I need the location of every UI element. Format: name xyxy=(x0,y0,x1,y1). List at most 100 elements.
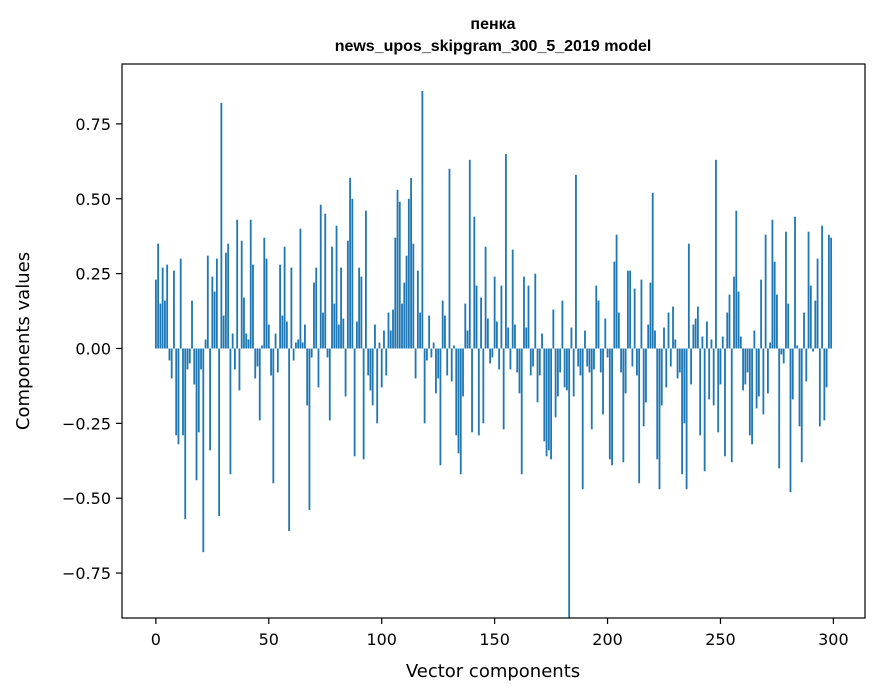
bar-280 xyxy=(787,303,790,349)
bar-205 xyxy=(617,312,620,349)
bar-213 xyxy=(636,348,638,376)
bar-187 xyxy=(577,348,580,367)
bar-136 xyxy=(462,348,464,397)
y-tick-label: −0.50 xyxy=(62,489,111,508)
bar-63 xyxy=(297,339,300,349)
bar-114 xyxy=(412,243,415,349)
bar-20 xyxy=(200,348,202,370)
bar-234 xyxy=(683,348,686,424)
bar-55 xyxy=(279,264,281,349)
bar-223 xyxy=(658,348,661,490)
bar-143 xyxy=(477,348,480,436)
bar-266 xyxy=(755,348,758,409)
bar-49 xyxy=(265,258,268,349)
bar-7 xyxy=(170,348,173,379)
bar-159 xyxy=(514,324,516,349)
bar-281 xyxy=(789,348,792,493)
bar-162 xyxy=(520,348,523,475)
bar-18 xyxy=(195,348,198,481)
bar-167 xyxy=(532,348,534,367)
bar-36 xyxy=(236,219,239,349)
bar-154 xyxy=(502,348,505,430)
bar-86 xyxy=(349,177,351,349)
y-tick-label: 0.75 xyxy=(75,115,111,134)
bar-197 xyxy=(599,348,602,373)
bar-144 xyxy=(480,297,482,349)
bar-169 xyxy=(536,348,539,403)
bar-57 xyxy=(283,246,286,349)
bar-series xyxy=(154,90,833,618)
bar-235 xyxy=(685,348,688,490)
bar-240 xyxy=(696,306,699,349)
bar-83 xyxy=(342,318,345,349)
bar-48 xyxy=(263,237,266,349)
bar-249 xyxy=(717,348,720,433)
bar-2 xyxy=(159,303,162,349)
bar-133 xyxy=(455,348,458,436)
bar-66 xyxy=(304,324,306,349)
x-tick-label: 150 xyxy=(479,630,510,649)
bar-180 xyxy=(561,300,564,349)
bar-190 xyxy=(584,330,586,349)
bar-155 xyxy=(505,153,507,349)
bar-45 xyxy=(256,348,259,367)
bar-122 xyxy=(430,348,433,358)
bar-81 xyxy=(337,324,340,349)
bar-58 xyxy=(285,321,288,349)
bar-185 xyxy=(572,348,575,397)
bar-282 xyxy=(791,348,794,400)
bar-257 xyxy=(735,210,738,349)
bar-184 xyxy=(570,327,573,349)
bar-89 xyxy=(355,321,358,349)
bar-40 xyxy=(245,333,248,349)
bar-196 xyxy=(597,300,600,349)
bar-202 xyxy=(611,348,613,466)
bar-285 xyxy=(798,348,801,427)
bar-272 xyxy=(769,342,772,349)
bar-59 xyxy=(288,348,291,532)
bar-248 xyxy=(715,159,717,349)
bar-256 xyxy=(733,276,735,349)
bar-160 xyxy=(516,348,519,373)
bar-85 xyxy=(346,240,349,349)
bar-241 xyxy=(699,348,702,436)
bar-295 xyxy=(821,225,823,349)
bar-105 xyxy=(392,309,394,349)
plot-area-frame xyxy=(121,63,866,619)
bar-297 xyxy=(825,348,828,388)
bar-217 xyxy=(645,348,647,403)
bar-237 xyxy=(690,348,693,385)
bar-271 xyxy=(766,348,769,394)
bar-151 xyxy=(495,321,498,349)
bar-116 xyxy=(416,270,419,349)
bar-251 xyxy=(721,336,724,349)
bar-61 xyxy=(292,348,295,361)
bar-216 xyxy=(642,348,645,427)
bar-93 xyxy=(365,210,367,349)
chart-title: пенка xyxy=(470,16,515,33)
bar-226 xyxy=(665,348,668,388)
bar-73 xyxy=(319,204,322,349)
bar-298 xyxy=(827,234,830,349)
bar-115 xyxy=(414,348,417,379)
bar-259 xyxy=(739,336,742,349)
bar-15 xyxy=(188,348,191,364)
bar-25 xyxy=(211,276,214,349)
bar-119 xyxy=(423,348,426,424)
bar-182 xyxy=(565,348,568,391)
bar-19 xyxy=(197,348,200,433)
bar-4 xyxy=(164,300,166,349)
bar-177 xyxy=(554,348,557,418)
bar-228 xyxy=(669,348,672,367)
bar-44 xyxy=(254,348,257,379)
bar-72 xyxy=(317,348,320,388)
bar-201 xyxy=(608,348,611,460)
bar-166 xyxy=(529,348,532,376)
bar-232 xyxy=(678,348,681,373)
bar-289 xyxy=(807,231,810,349)
bar-100 xyxy=(380,348,383,388)
y-tick-label: 0.00 xyxy=(75,339,111,358)
bar-47 xyxy=(261,345,263,349)
bar-117 xyxy=(419,312,422,349)
bar-37 xyxy=(238,348,241,391)
